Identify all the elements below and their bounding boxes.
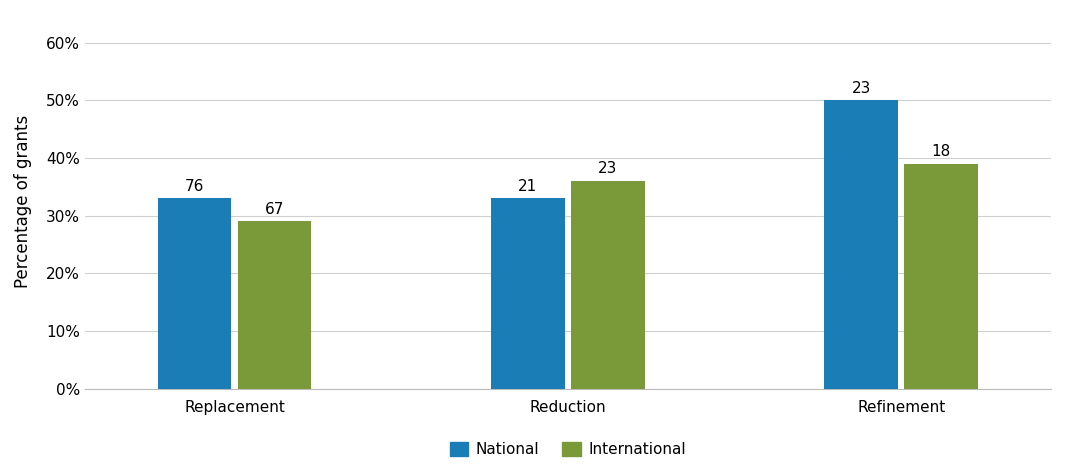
- Text: 76: 76: [185, 179, 204, 194]
- Bar: [571, 181, 644, 389]
- Text: 23: 23: [851, 81, 871, 96]
- Legend: National, International: National, International: [444, 436, 692, 464]
- Text: 67: 67: [265, 202, 284, 217]
- Bar: [491, 199, 564, 389]
- Bar: [904, 164, 978, 389]
- Bar: [158, 199, 231, 389]
- Y-axis label: Percentage of grants: Percentage of grants: [14, 115, 32, 288]
- Bar: [824, 100, 898, 389]
- Text: 18: 18: [932, 144, 951, 159]
- Text: 21: 21: [519, 179, 538, 194]
- Bar: [237, 221, 311, 389]
- Text: 23: 23: [599, 162, 618, 176]
